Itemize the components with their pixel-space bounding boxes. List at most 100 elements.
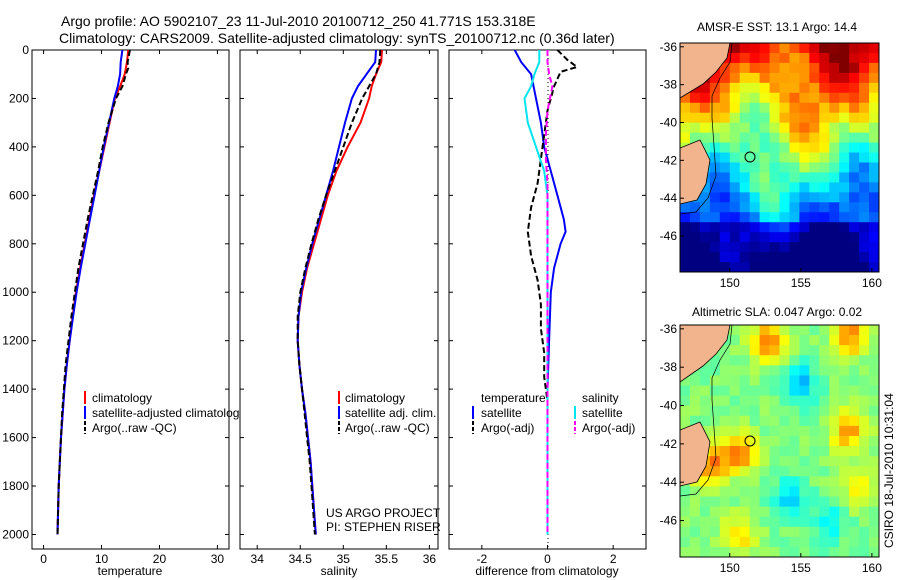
heatmap-cell (749, 345, 761, 356)
heatmap-cell (829, 262, 840, 272)
heatmap-cell (839, 92, 850, 104)
heatmap-cell (709, 446, 721, 457)
heatmap-cell (680, 222, 691, 233)
heatmap-cell (729, 415, 741, 427)
heatmap-cell (819, 252, 830, 263)
heatmap-cell (749, 466, 761, 477)
heatmap-cell (789, 405, 800, 417)
heatmap-cell (789, 325, 800, 336)
heatmap-cell (839, 132, 850, 144)
heatmap-cell (769, 252, 781, 263)
heatmap-cell (689, 526, 701, 538)
heatmap-cell (819, 52, 830, 64)
heatmap-cell (759, 496, 771, 508)
heatmap-cell (749, 375, 761, 387)
heatmap-cell (849, 466, 860, 477)
heatmap-cell (839, 242, 850, 253)
heatmap-cell (749, 355, 761, 366)
heatmap-cell (719, 345, 731, 356)
heatmap-cell (739, 486, 751, 498)
heatmap-cell (839, 496, 850, 508)
map-y-tick-label: -42 (660, 153, 678, 167)
heatmap-cell (809, 395, 820, 407)
heatmap-cell (819, 496, 830, 508)
heatmap-cell (859, 72, 870, 84)
heatmap-cell (719, 62, 731, 74)
heatmap-cell (799, 202, 810, 213)
heatmap-cell (749, 212, 761, 223)
map-x-tick-label: 160 (862, 276, 882, 290)
heatmap-cell (849, 405, 860, 417)
heatmap-cell (719, 516, 731, 528)
heatmap-cell (819, 92, 830, 104)
heatmap-cell (789, 546, 800, 557)
heatmap-cell (769, 425, 781, 437)
heatmap-cell (869, 202, 879, 213)
heatmap-cell (779, 526, 791, 538)
heatmap-cell (709, 132, 721, 144)
heatmap-cell (709, 355, 721, 366)
heatmap-cell (819, 142, 830, 154)
heatmap-cell (869, 122, 879, 134)
heatmap-cell (689, 92, 701, 104)
heatmap-cell (699, 405, 711, 417)
heatmap-cell (759, 395, 771, 407)
heatmap-cell (849, 43, 860, 54)
heatmap-cell (749, 52, 761, 64)
heatmap-cell (869, 212, 879, 223)
heatmap-cell (849, 415, 860, 427)
salinity-ticks: 34 34.5 35 35.5 36 (240, 49, 438, 566)
heatmap-cell (869, 262, 879, 272)
heatmap-cell (819, 325, 830, 336)
heatmap-cell (839, 395, 850, 407)
heatmap-cell (769, 232, 781, 243)
heatmap-cell (869, 62, 879, 74)
heatmap-cell (779, 252, 791, 263)
heatmap-cell (849, 162, 860, 174)
heatmap-cell (779, 242, 791, 253)
map-y-tick-label: -40 (660, 399, 678, 413)
heatmap-cell (789, 425, 800, 437)
heatmap-cell (759, 415, 771, 427)
heatmap-cell (789, 62, 800, 74)
heatmap-cell (729, 446, 741, 457)
heatmap-cell (809, 122, 820, 134)
figure-title-line1: Argo profile: AO 5902107_23 11-Jul-2010 … (61, 13, 536, 29)
heatmap-cell (799, 365, 810, 377)
heatmap-cell (749, 516, 761, 528)
heatmap-cell (819, 546, 830, 557)
heatmap-cell (849, 132, 860, 144)
x-tick-label: 30 (211, 552, 225, 566)
heatmap-cell (739, 335, 751, 346)
map-y-tick-label: -36 (660, 40, 678, 54)
heatmap-cell (789, 142, 800, 154)
sla-heatmap (680, 325, 879, 557)
map-y-tick-label: -46 (660, 229, 678, 243)
heatmap-cell (849, 52, 860, 64)
heatmap-cell (859, 242, 870, 253)
heatmap-cell (869, 192, 879, 203)
heatmap-cell (739, 172, 751, 183)
heatmap-cell (769, 142, 781, 154)
heatmap-cell (839, 446, 850, 457)
heatmap-cell (749, 405, 761, 417)
x-tick-label: 34 (251, 552, 265, 566)
heatmap-cell (779, 222, 791, 233)
heatmap-cell (809, 425, 820, 437)
heatmap-cell (709, 395, 721, 407)
heatmap-cell (859, 345, 870, 356)
heatmap-cell (829, 132, 840, 144)
heatmap-cell (799, 466, 810, 477)
heatmap-cell (769, 172, 781, 183)
map-y-tick-label: -42 (660, 437, 678, 451)
heatmap-cell (809, 486, 820, 498)
heatmap-cell (759, 435, 771, 447)
legend-label-argo: Argo(..raw -QC) (345, 421, 430, 435)
heatmap-cell (809, 516, 820, 528)
heatmap-cell (739, 82, 751, 94)
heatmap-cell (749, 325, 761, 336)
heatmap-cell (769, 72, 781, 84)
heatmap-cell (849, 112, 860, 124)
heatmap-cell (759, 516, 771, 528)
